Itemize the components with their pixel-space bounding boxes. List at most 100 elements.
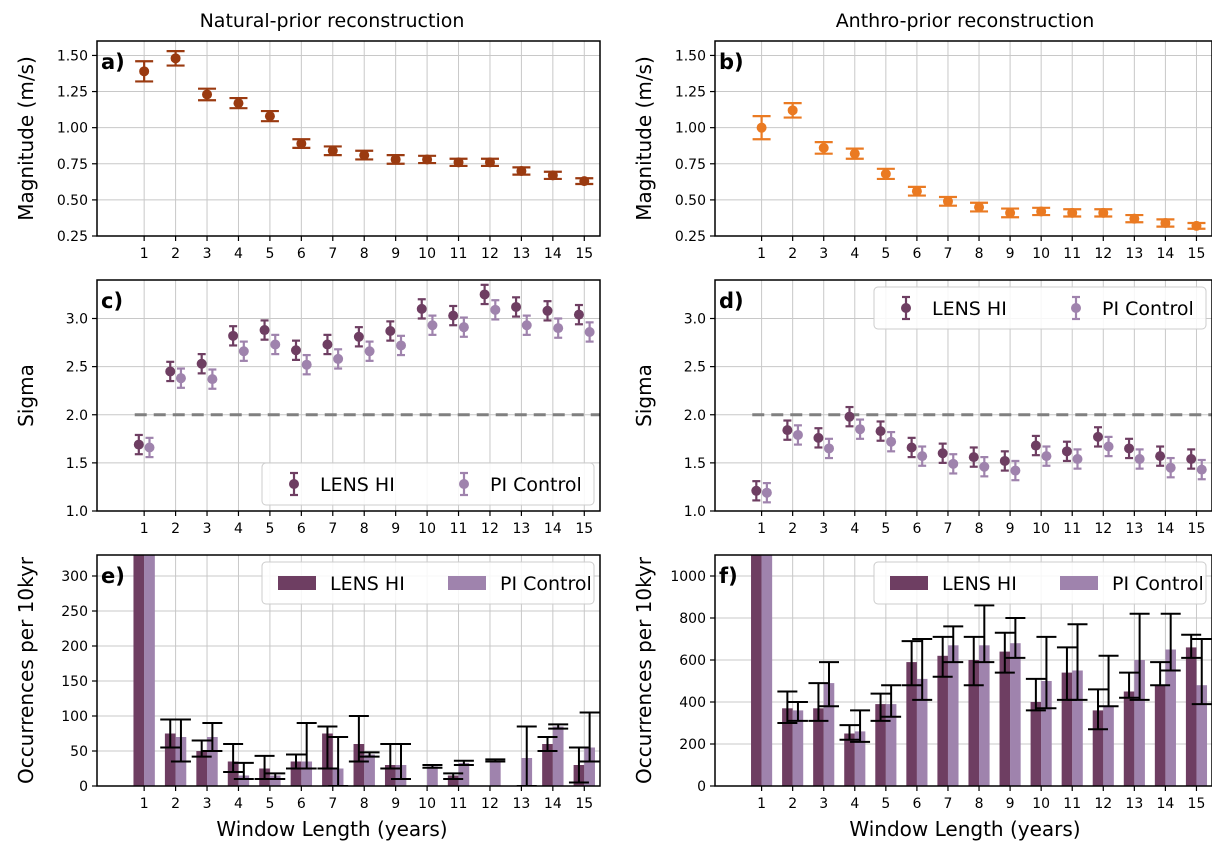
x-tick-label: 4 (234, 246, 243, 262)
legend: LENS HI PI Control (873, 561, 1207, 605)
y-tick-label: 1.25 (57, 85, 88, 101)
legend-swatch (278, 576, 316, 590)
y-tick-label: 0.25 (675, 229, 706, 245)
bar (916, 678, 928, 786)
errorbar (359, 751, 380, 758)
bar (269, 775, 281, 786)
errorbar (943, 625, 964, 664)
x-tick-label: 1 (757, 246, 766, 262)
x-tick-label: 12 (1094, 521, 1112, 537)
x-tick-label: 5 (265, 796, 274, 812)
panel-label: d) (719, 289, 744, 313)
bar (1092, 710, 1104, 786)
errorbar (1067, 623, 1088, 701)
data-point (359, 150, 370, 161)
y-tick-label: 1.50 (675, 48, 706, 64)
data-point (133, 439, 144, 450)
errorbar (453, 759, 474, 766)
x-tick-label: 3 (203, 521, 212, 537)
x-tick-label: 10 (1032, 246, 1050, 262)
bar (164, 733, 176, 786)
x-tick-label: 8 (360, 246, 369, 262)
x-tick-label: 13 (512, 796, 530, 812)
panel-label: b) (719, 50, 744, 74)
panel-b: 1 2 3 4 5 6 7 8 9 10 11 12 13 14 150.250.500.751.001.2… (632, 40, 1212, 262)
x-tick-label: 3 (819, 796, 828, 812)
bar (133, 555, 145, 786)
bar (1041, 681, 1052, 786)
bar (207, 737, 218, 786)
data-point (787, 105, 798, 116)
data-point (756, 122, 767, 133)
errorbar (1036, 635, 1057, 710)
panel-label: c) (101, 289, 123, 313)
x-tick-label: 10 (1032, 796, 1050, 812)
x-tick-label: 5 (881, 246, 890, 262)
errorbar (901, 640, 922, 687)
x-tick-label: 2 (788, 796, 797, 812)
bar (1030, 702, 1042, 786)
y-tick-label: 3.0 (66, 312, 88, 328)
x-tick-label: 6 (912, 521, 921, 537)
y-tick-label: 1.5 (684, 456, 706, 472)
bar (782, 708, 793, 786)
bar (196, 751, 208, 786)
data-point (296, 138, 307, 149)
x-tick-label: 6 (297, 246, 306, 262)
legend-label: LENS HI (320, 474, 395, 496)
data-point (911, 186, 922, 197)
x-tick-label: 7 (944, 796, 953, 812)
legend-box (261, 561, 595, 605)
errorbar (839, 724, 860, 741)
bar (144, 555, 155, 786)
data-point (1186, 454, 1197, 465)
data-point (1098, 207, 1109, 218)
errorbar (808, 682, 829, 722)
errorbar (1005, 617, 1026, 659)
data-point (1030, 440, 1041, 451)
x-tick-label: 10 (418, 796, 436, 812)
errorbar (348, 715, 369, 763)
legend-label: LENS HI (942, 573, 1017, 595)
panel-f: 1 2 3 4 5 6 7 8 9 10 11 12 13 14 1502004006008001000Oc… (632, 554, 1212, 812)
data-point (422, 154, 433, 165)
errorbar (974, 604, 995, 664)
bar (542, 744, 553, 786)
legend-swatch (448, 576, 486, 590)
data-point (1160, 218, 1171, 228)
bar (301, 761, 313, 786)
x-tick-label: 5 (881, 521, 890, 537)
x-tick-label: 8 (975, 521, 984, 537)
data-point (1067, 207, 1078, 218)
panel-label: e) (101, 564, 125, 588)
x-tick-label: 15 (575, 796, 593, 812)
errorbar (202, 722, 223, 752)
errorbar (485, 758, 506, 763)
bar (813, 708, 824, 786)
y-tick-label: 0.50 (57, 193, 88, 209)
x-tick-label: 13 (1125, 246, 1143, 262)
bar (968, 660, 980, 786)
data-point (979, 461, 990, 472)
x-tick-label: 7 (328, 246, 337, 262)
data-point (333, 353, 344, 364)
data-point (453, 157, 464, 168)
errorbar (994, 631, 1015, 674)
bar (875, 704, 886, 786)
x-tick-label: 14 (544, 521, 562, 537)
x-tick-label: 13 (512, 246, 530, 262)
x-tick-label: 4 (234, 796, 243, 812)
data-point (1061, 446, 1072, 457)
legend: LENS HI PI Control (261, 462, 595, 506)
data-point (396, 340, 407, 351)
y-tick-label: 3.0 (684, 312, 706, 328)
x-tick-label: 5 (881, 796, 890, 812)
panel-e: 1 2 3 4 5 6 7 8 9 10 11 12 13 14 15050100150200250300O… (14, 554, 601, 812)
data-point (880, 168, 891, 179)
data-point (553, 323, 564, 334)
bar (584, 747, 595, 786)
data-point (139, 66, 150, 77)
errorbar (170, 718, 191, 763)
errorbar (1150, 661, 1171, 687)
bar (1196, 685, 1208, 786)
